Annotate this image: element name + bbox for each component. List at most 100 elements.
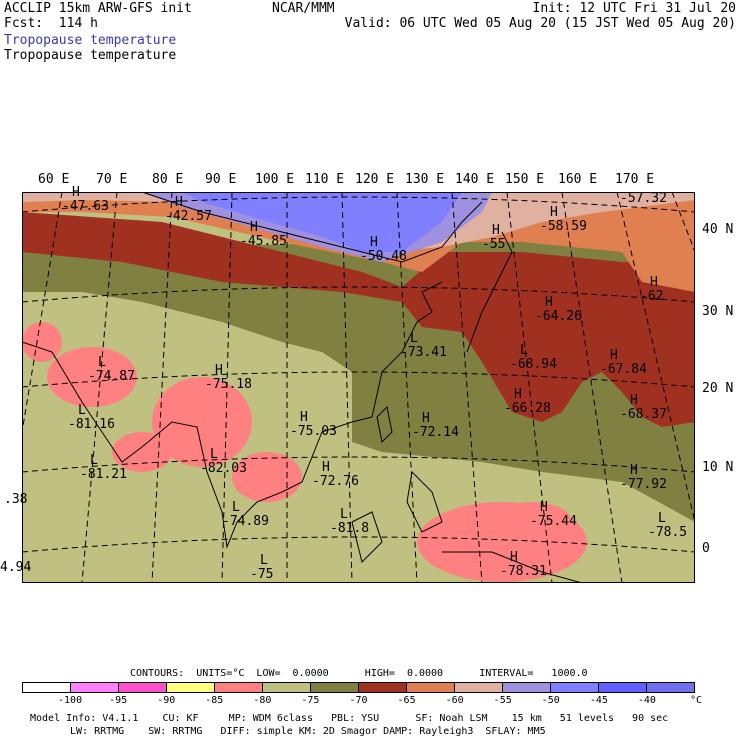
extremum-value: -67.84 — [600, 362, 647, 377]
lon-label: 70 E — [96, 172, 128, 187]
model-info-line1: Model Info: V4.1.1 CU: KF MP: WDM 6class… — [30, 713, 669, 724]
extremum-mark: H — [510, 550, 518, 565]
extremum-value: -74.89 — [222, 514, 269, 529]
extremum-value: -81.16 — [68, 417, 115, 432]
extremum-mark: H — [300, 410, 308, 425]
tropopause-temperature-map — [22, 192, 695, 583]
extremum-mark: H — [422, 411, 430, 426]
extremum-value: -77.92 — [620, 477, 667, 492]
lat-label: 10 N — [702, 460, 734, 475]
extremum-value: -50.48 — [360, 249, 407, 264]
model-info-line2: LW: RRTMG SW: RRTMG DIFF: simple KM: 2D … — [70, 726, 546, 737]
extremum-mark: L — [78, 403, 86, 418]
color-bar-segment — [311, 683, 359, 692]
color-bar-segment — [215, 683, 263, 692]
color-bar-tick-label: -95 — [109, 695, 128, 706]
region-minus45-to-minus50 — [182, 192, 462, 252]
extremum-value: -68.94 — [510, 357, 557, 372]
extremum-value: -58.59 — [540, 219, 587, 234]
lon-label: 150 E — [505, 172, 545, 187]
color-bar-segment — [647, 683, 694, 692]
extremum-mark: H — [492, 223, 500, 238]
extremum-mark: L — [658, 511, 666, 526]
extremum-value: -78.5 — [648, 525, 688, 540]
color-bar-tick-label: -80 — [253, 695, 272, 706]
lon-label: 160 E — [558, 172, 598, 187]
extremum-mark: L — [340, 507, 348, 522]
lat-label: 40 N — [702, 222, 734, 237]
left-edge-label-2: 4.94 — [0, 560, 32, 575]
color-bar-segment — [119, 683, 167, 692]
extremum-value: -62 — [640, 289, 664, 304]
color-bar-segment — [551, 683, 599, 692]
lon-label: 90 E — [205, 172, 237, 187]
color-bar-tick-label: -90 — [157, 695, 176, 706]
extremum-value: -75.44 — [530, 514, 577, 529]
extremum-value: -47.63 — [62, 199, 109, 214]
extremum-mark: L — [98, 355, 106, 370]
color-bar-tick-label: -40 — [637, 695, 656, 706]
extremum-mark: L — [90, 453, 98, 468]
color-bar-tick-label: -65 — [397, 695, 416, 706]
extremum-mark: H — [650, 275, 658, 290]
extremum-value: -82.03 — [200, 461, 247, 476]
color-bar-segment — [455, 683, 503, 692]
extremum-value: -78.31 — [500, 564, 547, 579]
lon-label: 170 E — [615, 172, 655, 187]
color-bar-segment — [263, 683, 311, 692]
field-label-black: Tropopause temperature — [4, 48, 177, 63]
lon-label: 130 E — [405, 172, 445, 187]
map-frame — [22, 192, 695, 583]
lon-label: 110 E — [305, 172, 345, 187]
color-bar-segment — [167, 683, 215, 692]
left-edge-label-1: .38 — [4, 492, 28, 507]
extremum-mark: H — [514, 387, 522, 402]
lon-label: 120 E — [355, 172, 395, 187]
forecast-hour: Fcst: 114 h — [4, 16, 98, 31]
color-bar-segment — [359, 683, 407, 692]
extremum-value: -75.03 — [290, 424, 337, 439]
lon-label: 60 E — [38, 172, 70, 187]
graticule — [22, 192, 695, 583]
contours-info: CONTOURS: UNITS=°C LOW= 0.0000 HIGH= 0.0… — [130, 668, 588, 679]
extremum-mark: H — [610, 348, 618, 363]
extremum-value: -64.26 — [535, 309, 582, 324]
extremum-value: -45.85 — [240, 234, 287, 249]
color-bar-segment — [23, 683, 71, 692]
lon-label: 140 E — [455, 172, 495, 187]
extremum-value: -74.87 — [88, 369, 135, 384]
color-bar-tick-label: -100 — [58, 695, 83, 706]
color-bar — [22, 682, 695, 693]
region-minus65-to-minus70 — [22, 212, 695, 427]
extremum-value: -68.37 — [620, 407, 667, 422]
valid-time: Valid: 06 UTC Wed 05 Aug 20 (15 JST Wed … — [344, 16, 736, 31]
extremum-value: -42.57 — [165, 209, 212, 224]
extremum-mark: H — [250, 220, 258, 235]
color-bar-segment — [407, 683, 455, 692]
lon-label: 100 E — [255, 172, 295, 187]
color-bar-tick-label: -70 — [349, 695, 368, 706]
extremum-mark: L — [232, 500, 240, 515]
color-bar-segment — [599, 683, 647, 692]
extremum-value: -66.28 — [504, 401, 551, 416]
extremum-mark: H — [540, 500, 548, 515]
extremum-mark: H — [545, 295, 553, 310]
extremum-mark: H — [72, 185, 80, 200]
field-label-blue: Tropopause temperature — [4, 33, 177, 48]
extremum-mark: H — [370, 235, 378, 250]
extremum-value: -81.8 — [330, 521, 370, 536]
init-time: Init: 12 UTC Fri 31 Jul 20 — [532, 1, 737, 16]
organization-label: NCAR/MMM — [272, 1, 335, 16]
color-bar-segment — [503, 683, 551, 692]
extremum-value: -72.76 — [312, 474, 359, 489]
model-title: ACCLIP 15km ARW-GFS init — [4, 1, 192, 16]
extremum-mark: L — [260, 553, 268, 568]
extremum-mark: L — [520, 343, 528, 358]
lon-label: 80 E — [152, 172, 184, 187]
extremum-mark: H — [175, 195, 183, 210]
color-bar-tick-label: -60 — [445, 695, 464, 706]
extremum-value: -73.41 — [400, 345, 447, 360]
color-bar-segment — [71, 683, 119, 692]
extremum-mark: H — [550, 205, 558, 220]
color-bar-unit: °C — [690, 695, 703, 706]
